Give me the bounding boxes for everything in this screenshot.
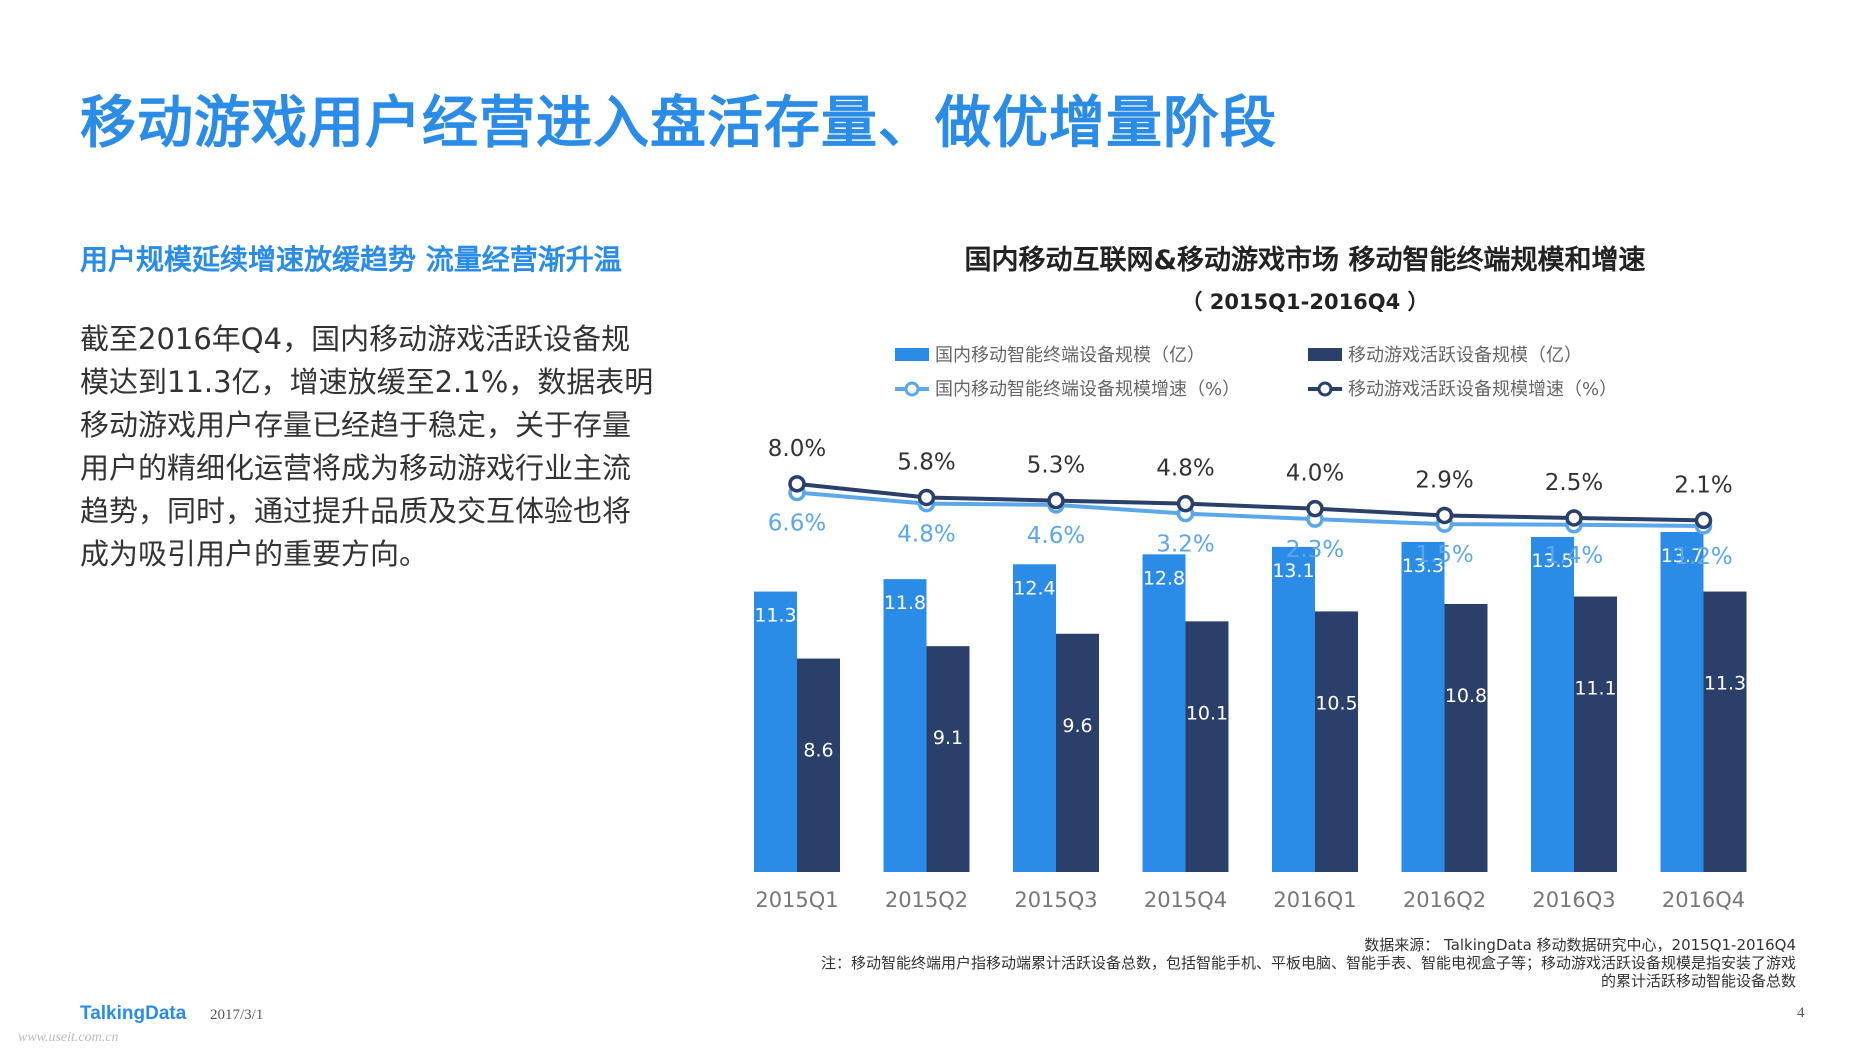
bar-0-3 — [1142, 554, 1186, 872]
line-label-0-5: 1.5% — [1415, 542, 1473, 568]
bar-1-1 — [926, 646, 970, 872]
page-number: 4 — [1797, 1005, 1805, 1021]
bar-1-5 — [1444, 603, 1488, 872]
bar-label-1-0: 8.6 — [803, 740, 833, 762]
line-series-1 — [796, 481, 1704, 523]
watermark: www.useit.com.cn — [18, 1030, 119, 1045]
bar-label-1-5: 10.8 — [1445, 685, 1487, 707]
bar-label-1-3: 10.1 — [1186, 702, 1228, 724]
bar-label-0-6: 13.5 — [1531, 550, 1573, 572]
line-label-1-6: 2.5% — [1545, 470, 1603, 496]
source-note: 数据来源： TalkingData 移动数据研究中心，2015Q1-2016Q4 — [1364, 936, 1796, 954]
x-tick-label-1: 2015Q2 — [885, 888, 968, 912]
x-tick-label-7: 2016Q4 — [1662, 888, 1745, 912]
bar-label-0-3: 12.8 — [1143, 567, 1185, 589]
legend-label-1: 移动游戏活跃设备规模（亿） — [1348, 345, 1582, 366]
bar-label-0-1: 11.8 — [884, 592, 926, 614]
line-label-0-7: 1.2% — [1674, 544, 1732, 570]
line-point-1-5 — [1435, 506, 1454, 525]
bar-1-6 — [1574, 596, 1617, 872]
bar-1-0 — [797, 658, 840, 872]
line-label-1-5: 2.9% — [1415, 467, 1473, 493]
line-label-1-1: 5.8% — [897, 449, 955, 475]
footnote-line-1: 注：移动智能终端用户指移动端累计活跃设备总数，包括智能手机、平板电脑、智能手表、… — [820, 954, 1796, 972]
legend-marker-3 — [1317, 381, 1333, 397]
bar-0-5 — [1401, 541, 1445, 872]
x-tick-label-3: 2015Q4 — [1144, 888, 1227, 912]
line-point-1-6 — [1565, 509, 1583, 527]
line-label-1-3: 4.8% — [1156, 456, 1214, 482]
bar-1-4 — [1315, 611, 1358, 872]
bar-1-2 — [1056, 633, 1099, 872]
bar-1-3 — [1185, 621, 1229, 872]
x-tick-label-6: 2016Q3 — [1532, 888, 1615, 912]
chart-title: 国内移动互联网&移动游戏市场 移动智能终端规模和增速 — [964, 245, 1646, 276]
line-point-1-4 — [1306, 499, 1324, 518]
x-tick-label-5: 2016Q2 — [1403, 888, 1486, 912]
legend-marker-2 — [904, 381, 920, 397]
x-tick-label-4: 2016Q1 — [1273, 888, 1356, 912]
line-point-1-1 — [917, 488, 936, 507]
section-subtitle: 用户规模延续增速放缓趋势 流量经营渐升温 — [80, 243, 622, 276]
footer-date: 2017/3/1 — [210, 1007, 264, 1023]
body-paragraph: 截至2016年Q4，国内移动游戏活跃设备规模达到11.3亿，增速放缓至2.1%，… — [80, 322, 654, 571]
talkingdata-logo: TalkingData — [80, 1003, 187, 1024]
bar-label-0-0: 11.3 — [754, 605, 796, 627]
bar-label-0-5: 13.3 — [1402, 555, 1444, 577]
line-label-0-0: 6.6% — [768, 511, 826, 537]
line-label-1-2: 5.3% — [1027, 453, 1085, 479]
bar-label-1-6: 11.1 — [1574, 678, 1616, 700]
legend-swatch-0 — [895, 348, 929, 361]
line-label-0-2: 4.6% — [1027, 523, 1085, 549]
line-label-0-4: 2.3% — [1286, 537, 1344, 563]
line-point-1-2 — [1047, 491, 1065, 510]
legend-swatch-1 — [1308, 348, 1342, 361]
bar-0-2 — [1013, 564, 1056, 872]
page-title: 移动游戏用户经营进入盘活存量、做优增量阶段 — [80, 91, 1277, 156]
bar-label-1-1: 9.1 — [933, 727, 963, 749]
bar-label-0-7: 13.7 — [1661, 545, 1703, 567]
x-tick-label-0: 2015Q1 — [755, 888, 838, 912]
line-label-0-1: 4.8% — [897, 522, 955, 548]
line-series-0 — [796, 490, 1704, 528]
line-point-1-7 — [1694, 511, 1713, 530]
line-label-1-4: 4.0% — [1286, 461, 1344, 487]
bar-0-0 — [754, 591, 797, 872]
bar-label-0-4: 13.1 — [1272, 560, 1314, 582]
line-label-1-7: 2.1% — [1674, 472, 1732, 498]
line-label-1-0: 8.0% — [768, 436, 826, 462]
bar-0-6 — [1531, 536, 1574, 872]
bar-label-1-4: 10.5 — [1315, 692, 1357, 714]
bar-0-4 — [1272, 546, 1315, 872]
bar-label-0-2: 12.4 — [1013, 577, 1055, 599]
line-point-1-3 — [1176, 494, 1195, 513]
legend-label-3: 移动游戏活跃设备规模增速（%） — [1348, 379, 1617, 400]
legend-label-2: 国内移动智能终端设备规模增速（%） — [935, 379, 1240, 400]
legend-label-0: 国内移动智能终端设备规模（亿） — [935, 345, 1205, 366]
line-point-1-0 — [788, 475, 806, 493]
line-label-0-6: 1.4% — [1545, 543, 1603, 569]
chart-period: （ 2015Q1-2016Q4 ） — [1181, 290, 1429, 314]
bar-label-1-7: 11.3 — [1704, 673, 1746, 695]
footnote-line-2: 的累计活跃移动智能设备总数 — [1600, 972, 1796, 990]
bar-1-7 — [1703, 591, 1747, 872]
bar-0-7 — [1660, 532, 1704, 872]
line-label-0-3: 3.2% — [1156, 532, 1214, 558]
bar-0-1 — [883, 579, 927, 872]
x-tick-label-2: 2015Q3 — [1014, 888, 1097, 912]
bar-label-1-2: 9.6 — [1062, 715, 1092, 737]
